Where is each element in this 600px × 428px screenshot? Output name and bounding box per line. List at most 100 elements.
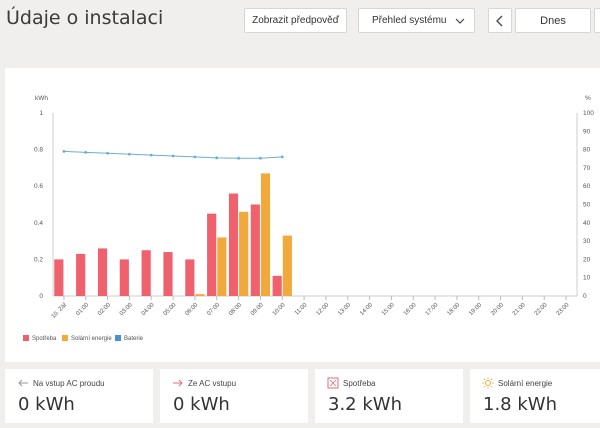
- consumption-bar: [163, 252, 173, 296]
- x-tick-label: 22:00: [534, 302, 549, 317]
- x-tick-label: 08:00: [228, 302, 243, 317]
- tile-label: Spotřeba: [343, 379, 376, 388]
- x-tick-label: 10:00: [272, 302, 287, 317]
- x-tick-label: 04:00: [141, 302, 156, 317]
- legend-swatch: [23, 335, 29, 341]
- tile-solar: Solární energie 1.8 kWh: [470, 369, 600, 423]
- y-tick-right: 10: [583, 275, 591, 282]
- y-tick-right: 80: [583, 147, 591, 154]
- consumption-bar: [272, 275, 282, 296]
- y-tick-left: 0: [39, 293, 43, 300]
- view-select-label: Přehled systému: [372, 15, 447, 26]
- x-tick-label: 02:00: [97, 302, 112, 317]
- tile-value: 0 kWh: [173, 394, 230, 415]
- tile-label: Ze AC vstupu: [188, 379, 237, 388]
- solar-bar: [195, 294, 205, 296]
- view-select[interactable]: Přehled systému: [358, 8, 475, 33]
- x-tick-label: 19:00: [468, 302, 483, 317]
- y-axis-left-unit: kWh: [35, 95, 48, 102]
- arrow-right-icon: [173, 379, 183, 387]
- x-tick-label: 11:00: [294, 302, 309, 317]
- y-axis-right-unit: %: [585, 95, 591, 102]
- x-tick-label: 15:00: [381, 302, 396, 317]
- chevron-down-icon: [455, 18, 465, 24]
- y-tick-right: 100: [583, 110, 594, 117]
- solar-bar: [239, 211, 249, 296]
- y-tick-right: 90: [583, 128, 591, 135]
- battery-point: [149, 153, 153, 157]
- battery-point: [84, 150, 88, 154]
- x-tick-label: 06:00: [184, 302, 199, 317]
- legend-swatch: [115, 335, 121, 341]
- y-tick-left: 0.4: [34, 220, 43, 227]
- chevron-left-icon: [496, 15, 503, 26]
- y-tick-right: 60: [583, 183, 591, 190]
- x-tick-label: 18:00: [446, 302, 461, 317]
- x-tick-label: 10. Zář: [51, 301, 69, 319]
- tile-value: 3.2 kWh: [328, 394, 402, 415]
- consumption-bar: [228, 193, 239, 296]
- x-tick-label: 23:00: [556, 302, 571, 317]
- arrow-left-icon: [18, 379, 28, 387]
- y-tick-right: 20: [583, 256, 591, 263]
- battery-point: [259, 156, 262, 160]
- header: Údaje o instalaci Zobrazit předpověď Pře…: [0, 0, 600, 44]
- date-display[interactable]: Dnes: [515, 8, 591, 33]
- legend-label: Spotřeba: [32, 336, 57, 342]
- x-tick-label: 14:00: [359, 302, 374, 317]
- consumption-bar: [119, 259, 129, 296]
- y-tick-left: 0.6: [34, 183, 43, 190]
- battery-point: [62, 150, 66, 153]
- x-tick-label: 03:00: [119, 302, 134, 317]
- solar-bar: [282, 235, 292, 296]
- legend-swatch: [62, 335, 68, 341]
- legend-label: Solární energie: [71, 336, 112, 342]
- show-forecast-button[interactable]: Zobrazit předpověď: [244, 8, 347, 33]
- consumption-bar: [207, 213, 217, 296]
- battery-point: [237, 156, 240, 160]
- battery-point: [215, 156, 219, 160]
- x-tick-label: 20:00: [490, 302, 505, 317]
- tile-value: 1.8 kWh: [483, 394, 557, 415]
- tile-label: Na vstup AC proudu: [33, 379, 105, 388]
- x-tick-label: 13:00: [337, 302, 352, 317]
- consumption-bar: [250, 204, 260, 296]
- x-tick-label: 05:00: [163, 302, 178, 317]
- x-tick-label: 17:00: [425, 302, 440, 317]
- x-tick-label: 16:00: [403, 302, 418, 317]
- y-tick-right: 40: [583, 220, 591, 227]
- x-tick-label: 09:00: [250, 302, 265, 317]
- x-tick-label: 12:00: [315, 302, 330, 317]
- battery-point: [171, 154, 175, 158]
- sun-icon: [482, 377, 494, 389]
- consumption-bar: [141, 250, 151, 296]
- tile-label: Solární energie: [498, 379, 553, 388]
- x-tick-label: 21:00: [512, 302, 527, 317]
- consumption-icon: [327, 377, 339, 389]
- next-day-button[interactable]: [594, 8, 600, 33]
- energy-chart: kWh %00.20.40.60.810102030405060708090100…: [23, 95, 594, 342]
- y-tick-right: 30: [583, 238, 591, 245]
- y-tick-right: 50: [583, 202, 591, 209]
- legend-label: Baterie: [124, 336, 144, 342]
- consumption-bar: [54, 259, 64, 296]
- y-tick-left: 1: [39, 110, 43, 117]
- x-tick-label: 07:00: [206, 302, 221, 317]
- y-tick-right: 70: [583, 165, 591, 172]
- battery-point: [193, 155, 197, 159]
- y-tick-left: 0.2: [34, 256, 43, 263]
- tile-ac-input: Na vstup AC proudu 0 kWh: [5, 369, 153, 423]
- tile-from-ac: Ze AC vstupu 0 kWh: [160, 369, 308, 423]
- consumption-bar: [185, 259, 195, 296]
- battery-point: [128, 152, 131, 156]
- tile-value: 0 kWh: [18, 394, 75, 415]
- page-title: Údaje o instalaci: [6, 7, 164, 29]
- consumption-bar: [97, 248, 108, 296]
- x-tick-label: 01:00: [75, 302, 90, 317]
- battery-point: [106, 151, 109, 155]
- solar-bar: [217, 237, 227, 296]
- y-tick-left: 0.8: [34, 147, 43, 154]
- previous-day-button[interactable]: [488, 8, 512, 33]
- y-tick-right: 0: [583, 293, 587, 300]
- consumption-bar: [76, 253, 86, 296]
